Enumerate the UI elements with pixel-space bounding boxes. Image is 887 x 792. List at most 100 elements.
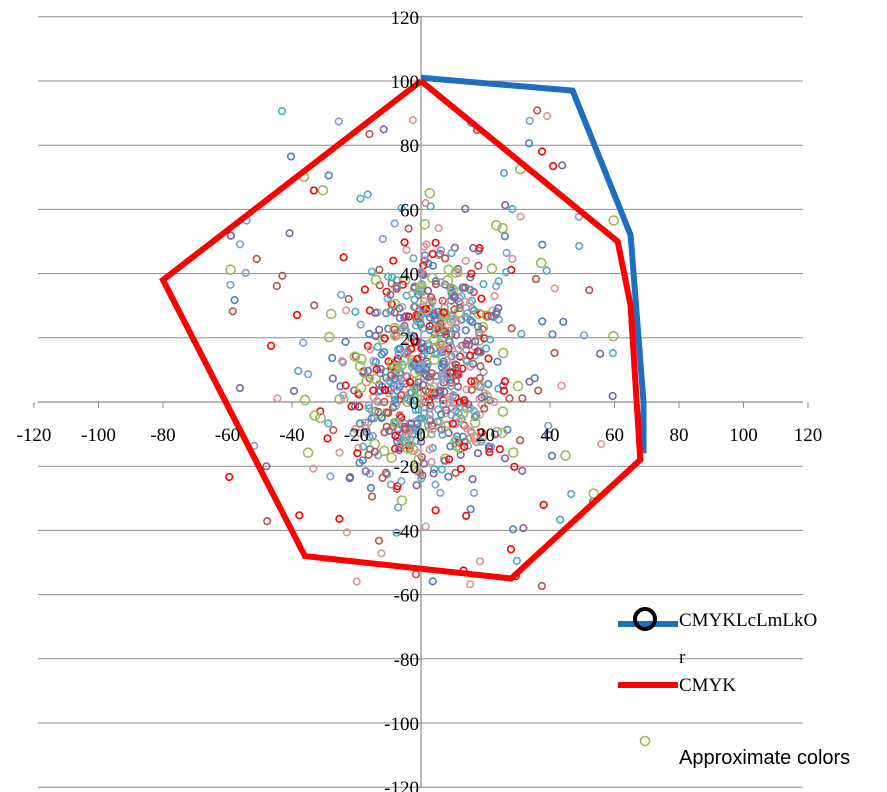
scatter-point [262,462,271,471]
scatter-point [458,432,468,441]
scatter-point [235,384,244,393]
scatter-point [370,447,379,456]
scatter-point [309,464,318,473]
x-tick-label: 0 [416,425,426,446]
scatter-point [437,343,447,352]
scatter-point [391,431,400,441]
scatter-point [384,408,393,418]
scatter-point [390,330,401,341]
scatter-point [497,222,508,234]
scatter-point [323,434,332,443]
y-tick-label: 40 [400,265,419,286]
scatter-point [421,522,430,531]
scatter-point [464,400,473,409]
scatter-point [424,188,436,199]
scatter-point [376,364,385,374]
x-tick-label: -20 [344,425,369,446]
scatter-point [446,442,455,451]
scatter-point [437,410,446,419]
scatter-point [420,242,429,251]
scatter-point [423,286,433,295]
y-tick-label: 100 [391,72,420,93]
scatter-point [462,339,471,349]
scatter-point [431,480,440,489]
scatter-point [418,324,427,333]
gamut-line-cmyklclmlkor [420,74,647,454]
scatter-point [396,359,407,371]
scatter-point [407,334,416,343]
scatter-point [487,443,496,452]
scatter-point [475,244,484,253]
scatter-point [353,449,362,458]
scatter-point [402,350,411,359]
scatter-point [450,293,459,302]
scatter-point [447,249,456,258]
x-tick-label: 80 [670,425,689,446]
scatter-point [425,322,434,331]
scatter-point [493,357,502,366]
scatter-point [431,280,441,289]
scatter-point [389,403,398,412]
scatter-point [419,219,431,230]
scatter-point [508,254,517,263]
scatter-point [422,414,434,426]
scatter-point [446,342,455,351]
scatter-point [466,351,475,360]
scatter-point [382,309,391,318]
scatter-point [567,489,576,499]
scatter-point [317,185,329,196]
scatter-point [367,267,376,276]
scatter-point [428,425,437,434]
scatter-point [295,511,304,520]
scatter-point [235,240,245,249]
scatter-point [467,296,477,305]
scatter-point [439,308,448,317]
scatter-point [466,505,475,514]
scatter-point [431,277,440,286]
scatter-point [393,424,402,433]
scatter-point [398,323,407,333]
scatter-point [490,291,499,301]
scatter-point [443,420,452,429]
scatter-point [394,349,403,358]
scatter-point [455,403,464,413]
scatter-point [485,335,495,344]
scatter-point [342,306,351,315]
scatter-point [401,425,410,434]
scatter-point [285,229,294,238]
gamut-lines [159,74,647,582]
scatter-point [354,443,363,452]
scatter-point [346,473,355,482]
scatter-point [455,398,464,407]
scatter-point [462,511,471,520]
scatter-point [426,416,435,425]
y-tick-label: 120 [391,8,420,29]
scatter-point [430,349,440,358]
scatter-point [409,361,418,370]
scatter-point [411,396,420,406]
scatter-point [416,281,428,293]
scatter-point [341,337,350,347]
scatter-point [379,125,388,134]
scatter-point [507,324,516,333]
scatter-point [502,248,511,257]
scatter-point [366,345,375,354]
scatter-point [375,325,384,334]
scatter-point [385,426,394,435]
scatter-point [387,307,396,316]
scatter-point [378,234,387,244]
y-tick-label: -100 [384,714,419,735]
scatter-point [445,392,454,401]
scatter-point [465,298,474,308]
scatter-point [477,294,486,303]
scatter-point [347,402,356,411]
scatter-point [426,202,435,211]
scatter-point [475,410,484,420]
scatter-point [475,373,484,383]
scatter-point [491,220,502,231]
scatter-point [557,381,566,390]
scatter-point [469,432,481,444]
scatter-point [335,448,344,457]
scatter-point [355,382,367,394]
scatter-point [361,375,372,387]
